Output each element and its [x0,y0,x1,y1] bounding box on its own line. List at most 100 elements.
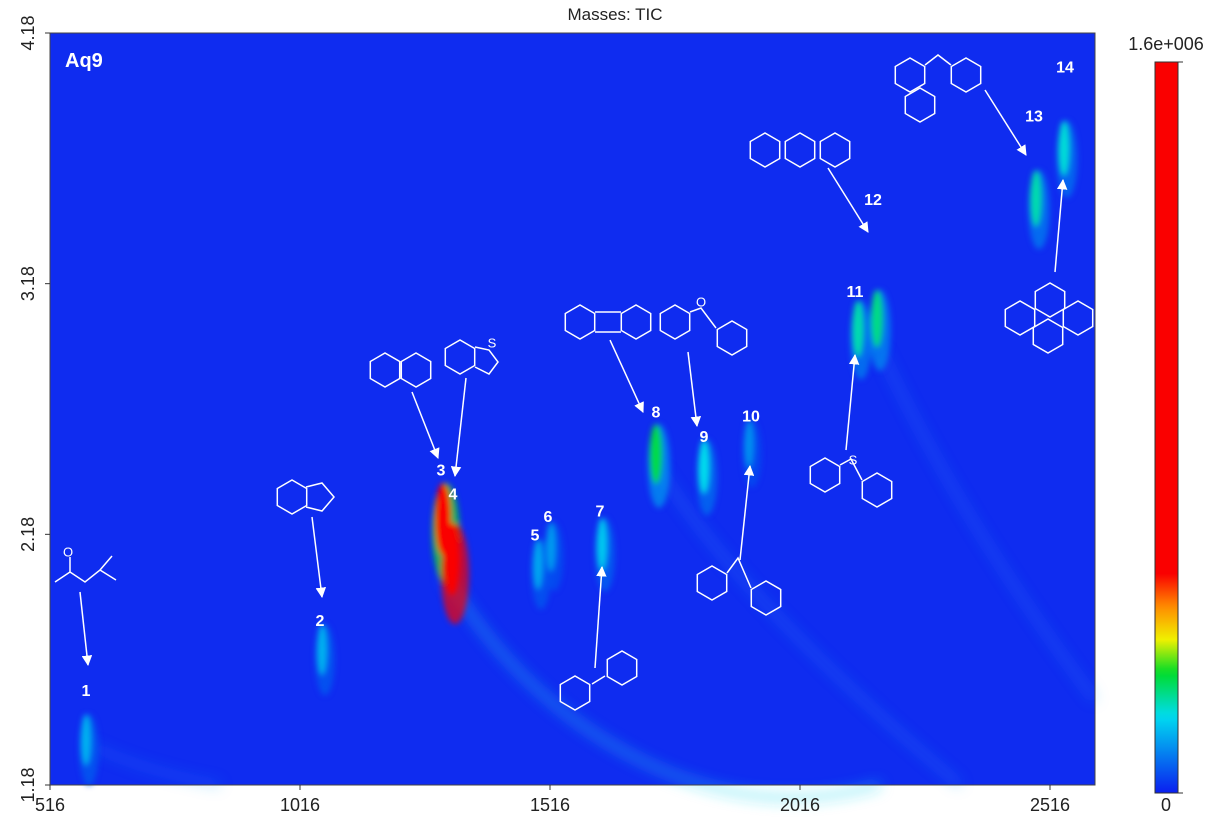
arrow [739,464,755,561]
peak [649,424,663,484]
sample-label: Aq9 [65,50,103,72]
ring [861,472,893,508]
ring [620,304,652,340]
peak-label: 13 [1025,109,1043,126]
ring [950,57,982,93]
bond [591,675,606,685]
arrow [1054,178,1068,273]
chain [54,555,117,583]
ring [369,352,401,388]
tail [89,743,221,787]
band-tails [89,349,1097,801]
x-tick-label: 2016 [780,795,820,815]
peak [852,300,864,357]
colorbar-label: 1.6e+006 [1128,34,1204,54]
peak [744,420,754,469]
peak [316,624,328,676]
atom: O [696,294,706,309]
ring5 [689,307,717,329]
peak [596,518,608,571]
tail [658,468,962,787]
peak-label: 7 [596,504,605,521]
plot-area [50,33,1095,785]
x-tick-label: 2516 [1030,795,1070,815]
ring [819,132,851,168]
colorbar [1154,61,1179,794]
ring5 [839,457,863,481]
peak-glow [79,120,1078,786]
ring [696,565,728,601]
peak [533,539,543,590]
arrow [411,391,440,459]
atom: S [849,452,858,467]
peak-label: 9 [700,429,709,446]
ring [716,320,748,356]
peak-label: 12 [864,192,882,209]
ring [809,457,841,493]
structures [54,54,1094,711]
ring [904,87,936,123]
peak-label: 11 [847,284,864,301]
peak [1058,120,1070,176]
peak-label: 10 [742,408,760,425]
ring [894,57,926,93]
y-tick-label: 3.18 [18,266,38,301]
ring [1004,300,1036,336]
peaks [79,120,1078,786]
arrow [311,516,327,599]
tail [878,349,1097,702]
ring [444,339,476,375]
x-tick-label: 516 [35,795,65,815]
y-tick-label: 1.18 [18,767,38,802]
peak [1030,170,1042,227]
peak-label: 1 [82,683,91,700]
arrow [845,353,860,451]
peak-label: 5 [531,528,540,545]
ring [784,132,816,168]
plot-frame [49,32,1096,786]
ring [400,352,432,388]
peak [444,523,460,596]
ring [606,650,638,686]
peak-label: 4 [449,487,458,504]
peak-label: 8 [652,404,661,421]
peak [546,522,556,572]
ring [750,580,782,616]
arrow [450,377,467,478]
atom: S [488,335,497,350]
x-tick-label: 1016 [280,795,320,815]
y-tick-label: 2.18 [18,517,38,552]
arrow [594,565,607,669]
tail [442,573,881,801]
peak-label: 3 [437,463,446,480]
arrow [984,89,1027,156]
peak [80,714,92,766]
peak-label: 6 [544,509,553,526]
ring [564,304,596,340]
arrow [609,339,644,413]
arrow [827,167,869,233]
y-tick-label: 4.18 [18,15,38,50]
ring [659,304,691,340]
ring [276,479,308,515]
peak-label: 14 [1056,60,1074,77]
ring [1034,282,1066,318]
arrow [687,351,702,428]
peak-label: 2 [316,613,325,630]
chart-title: Masses: TIC [567,5,662,24]
ring5 [924,54,952,66]
colorbar-label: 0 [1161,795,1171,815]
ring [559,675,591,711]
ring [1032,318,1064,354]
ring [1062,300,1094,336]
ring5 [474,346,499,375]
ring [749,132,781,168]
ring5 [726,556,752,589]
ring4 [595,311,621,333]
arrow [79,591,93,667]
peak [871,289,883,348]
atom: O [63,544,73,559]
ring5 [305,482,335,512]
